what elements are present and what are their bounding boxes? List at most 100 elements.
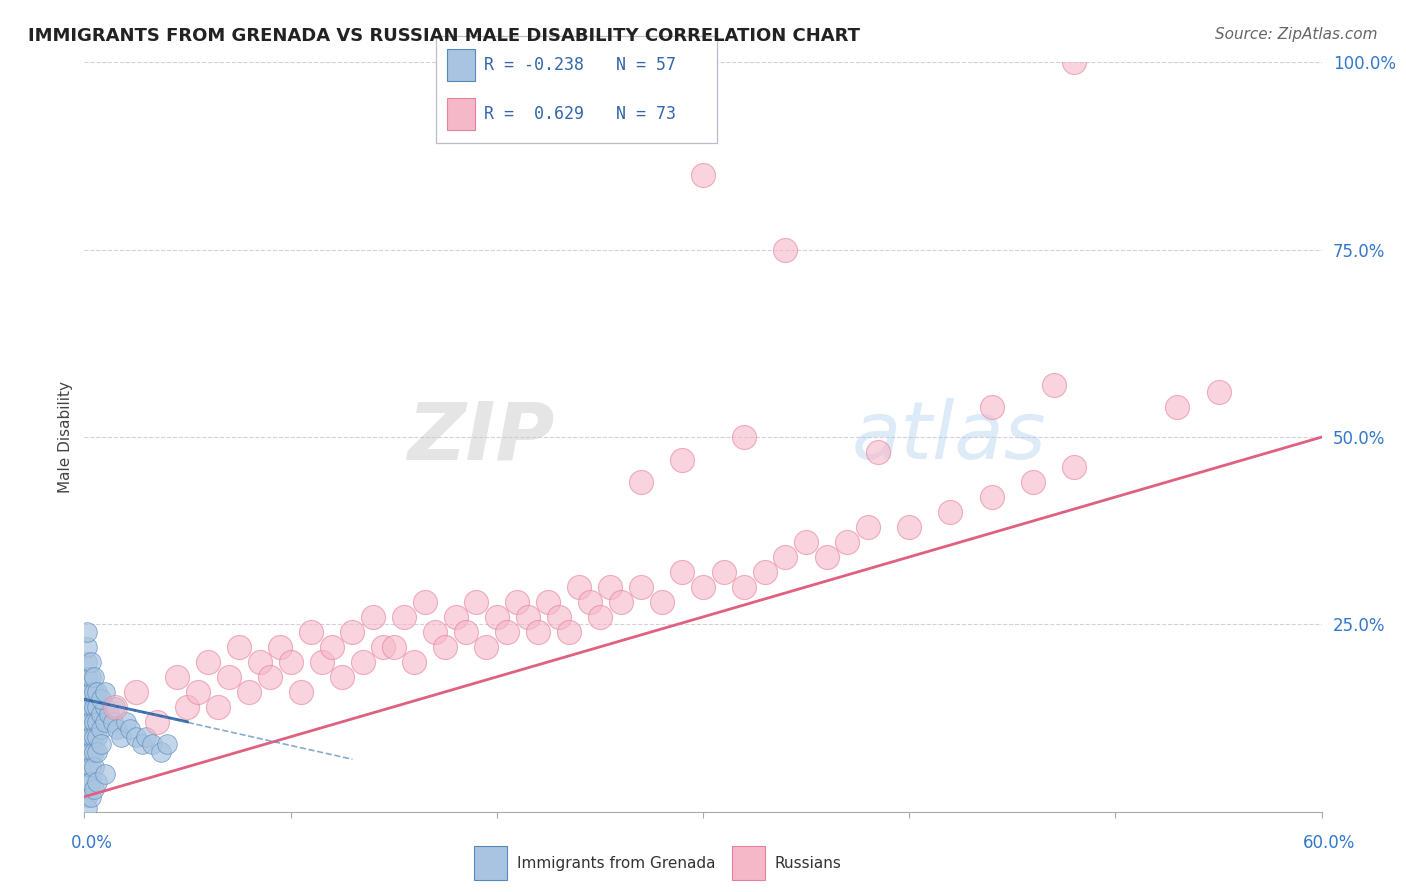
Point	[149, 745, 172, 759]
Point	[249, 655, 271, 669]
Point	[578, 595, 600, 609]
Point	[79, 745, 101, 759]
Point	[79, 670, 101, 684]
Point	[434, 640, 457, 654]
Point	[131, 737, 153, 751]
Point	[76, 774, 98, 789]
Point	[197, 655, 219, 669]
Point	[90, 692, 112, 706]
Point	[94, 699, 117, 714]
Point	[207, 699, 229, 714]
Point	[671, 565, 693, 579]
Point	[754, 565, 776, 579]
Text: 60.0%: 60.0%	[1302, 834, 1355, 852]
Point	[980, 400, 1002, 414]
Point	[1042, 377, 1064, 392]
Text: IMMIGRANTS FROM GRENADA VS RUSSIAN MALE DISABILITY CORRELATION CHART: IMMIGRANTS FROM GRENADA VS RUSSIAN MALE …	[28, 27, 860, 45]
Point	[815, 549, 838, 564]
Point	[76, 760, 98, 774]
Point	[980, 490, 1002, 504]
Y-axis label: Male Disability: Male Disability	[58, 381, 73, 493]
Point	[104, 699, 127, 714]
Point	[352, 655, 374, 669]
Point	[125, 730, 148, 744]
Point	[733, 430, 755, 444]
Point	[856, 520, 879, 534]
Point	[228, 640, 250, 654]
Point	[837, 535, 859, 549]
Point	[90, 723, 112, 737]
Point	[1166, 400, 1188, 414]
Point	[94, 685, 117, 699]
Point	[145, 714, 167, 729]
Point	[342, 624, 364, 639]
Point	[76, 624, 98, 639]
Point	[330, 670, 353, 684]
Point	[79, 774, 101, 789]
Point	[103, 714, 125, 729]
Point	[83, 730, 105, 744]
Point	[299, 624, 322, 639]
Point	[485, 610, 508, 624]
Point	[413, 595, 436, 609]
Text: R =  0.629: R = 0.629	[484, 105, 583, 123]
Point	[76, 745, 98, 759]
Point	[83, 745, 105, 759]
Bar	[731, 846, 765, 880]
Point	[269, 640, 291, 654]
Point	[83, 760, 105, 774]
Point	[166, 670, 188, 684]
Point	[141, 737, 163, 751]
Point	[76, 685, 98, 699]
Point	[118, 723, 141, 737]
Point	[79, 730, 101, 744]
Point	[79, 655, 101, 669]
Point	[630, 580, 652, 594]
Point	[79, 714, 101, 729]
Point	[98, 707, 121, 722]
Point	[125, 685, 148, 699]
Point	[94, 767, 117, 781]
Point	[1022, 475, 1045, 489]
Text: N = 73: N = 73	[616, 105, 676, 123]
Point	[218, 670, 240, 684]
Text: Immigrants from Grenada: Immigrants from Grenada	[516, 855, 716, 871]
Point	[568, 580, 591, 594]
Point	[516, 610, 538, 624]
Point	[187, 685, 209, 699]
Point	[630, 475, 652, 489]
Point	[290, 685, 312, 699]
Point	[713, 565, 735, 579]
Point	[90, 707, 112, 722]
Point	[775, 549, 797, 564]
Point	[83, 699, 105, 714]
Point	[79, 699, 101, 714]
Point	[898, 520, 921, 534]
Point	[86, 774, 108, 789]
Point	[76, 801, 98, 815]
Bar	[447, 98, 475, 130]
Point	[86, 685, 108, 699]
Point	[558, 624, 581, 639]
Point	[83, 782, 105, 797]
Point	[423, 624, 446, 639]
Point	[527, 624, 550, 639]
Point	[90, 737, 112, 751]
Text: N = 57: N = 57	[616, 55, 676, 73]
Point	[105, 723, 128, 737]
Point	[280, 655, 302, 669]
Point	[939, 505, 962, 519]
Point	[692, 168, 714, 182]
Point	[692, 580, 714, 594]
Point	[135, 730, 157, 744]
Point	[114, 714, 136, 729]
Point	[775, 243, 797, 257]
Point	[444, 610, 467, 624]
Point	[94, 714, 117, 729]
Point	[506, 595, 529, 609]
Point	[86, 745, 108, 759]
Text: Russians: Russians	[775, 855, 842, 871]
Point	[104, 699, 127, 714]
Point	[1063, 460, 1085, 475]
Point	[321, 640, 343, 654]
